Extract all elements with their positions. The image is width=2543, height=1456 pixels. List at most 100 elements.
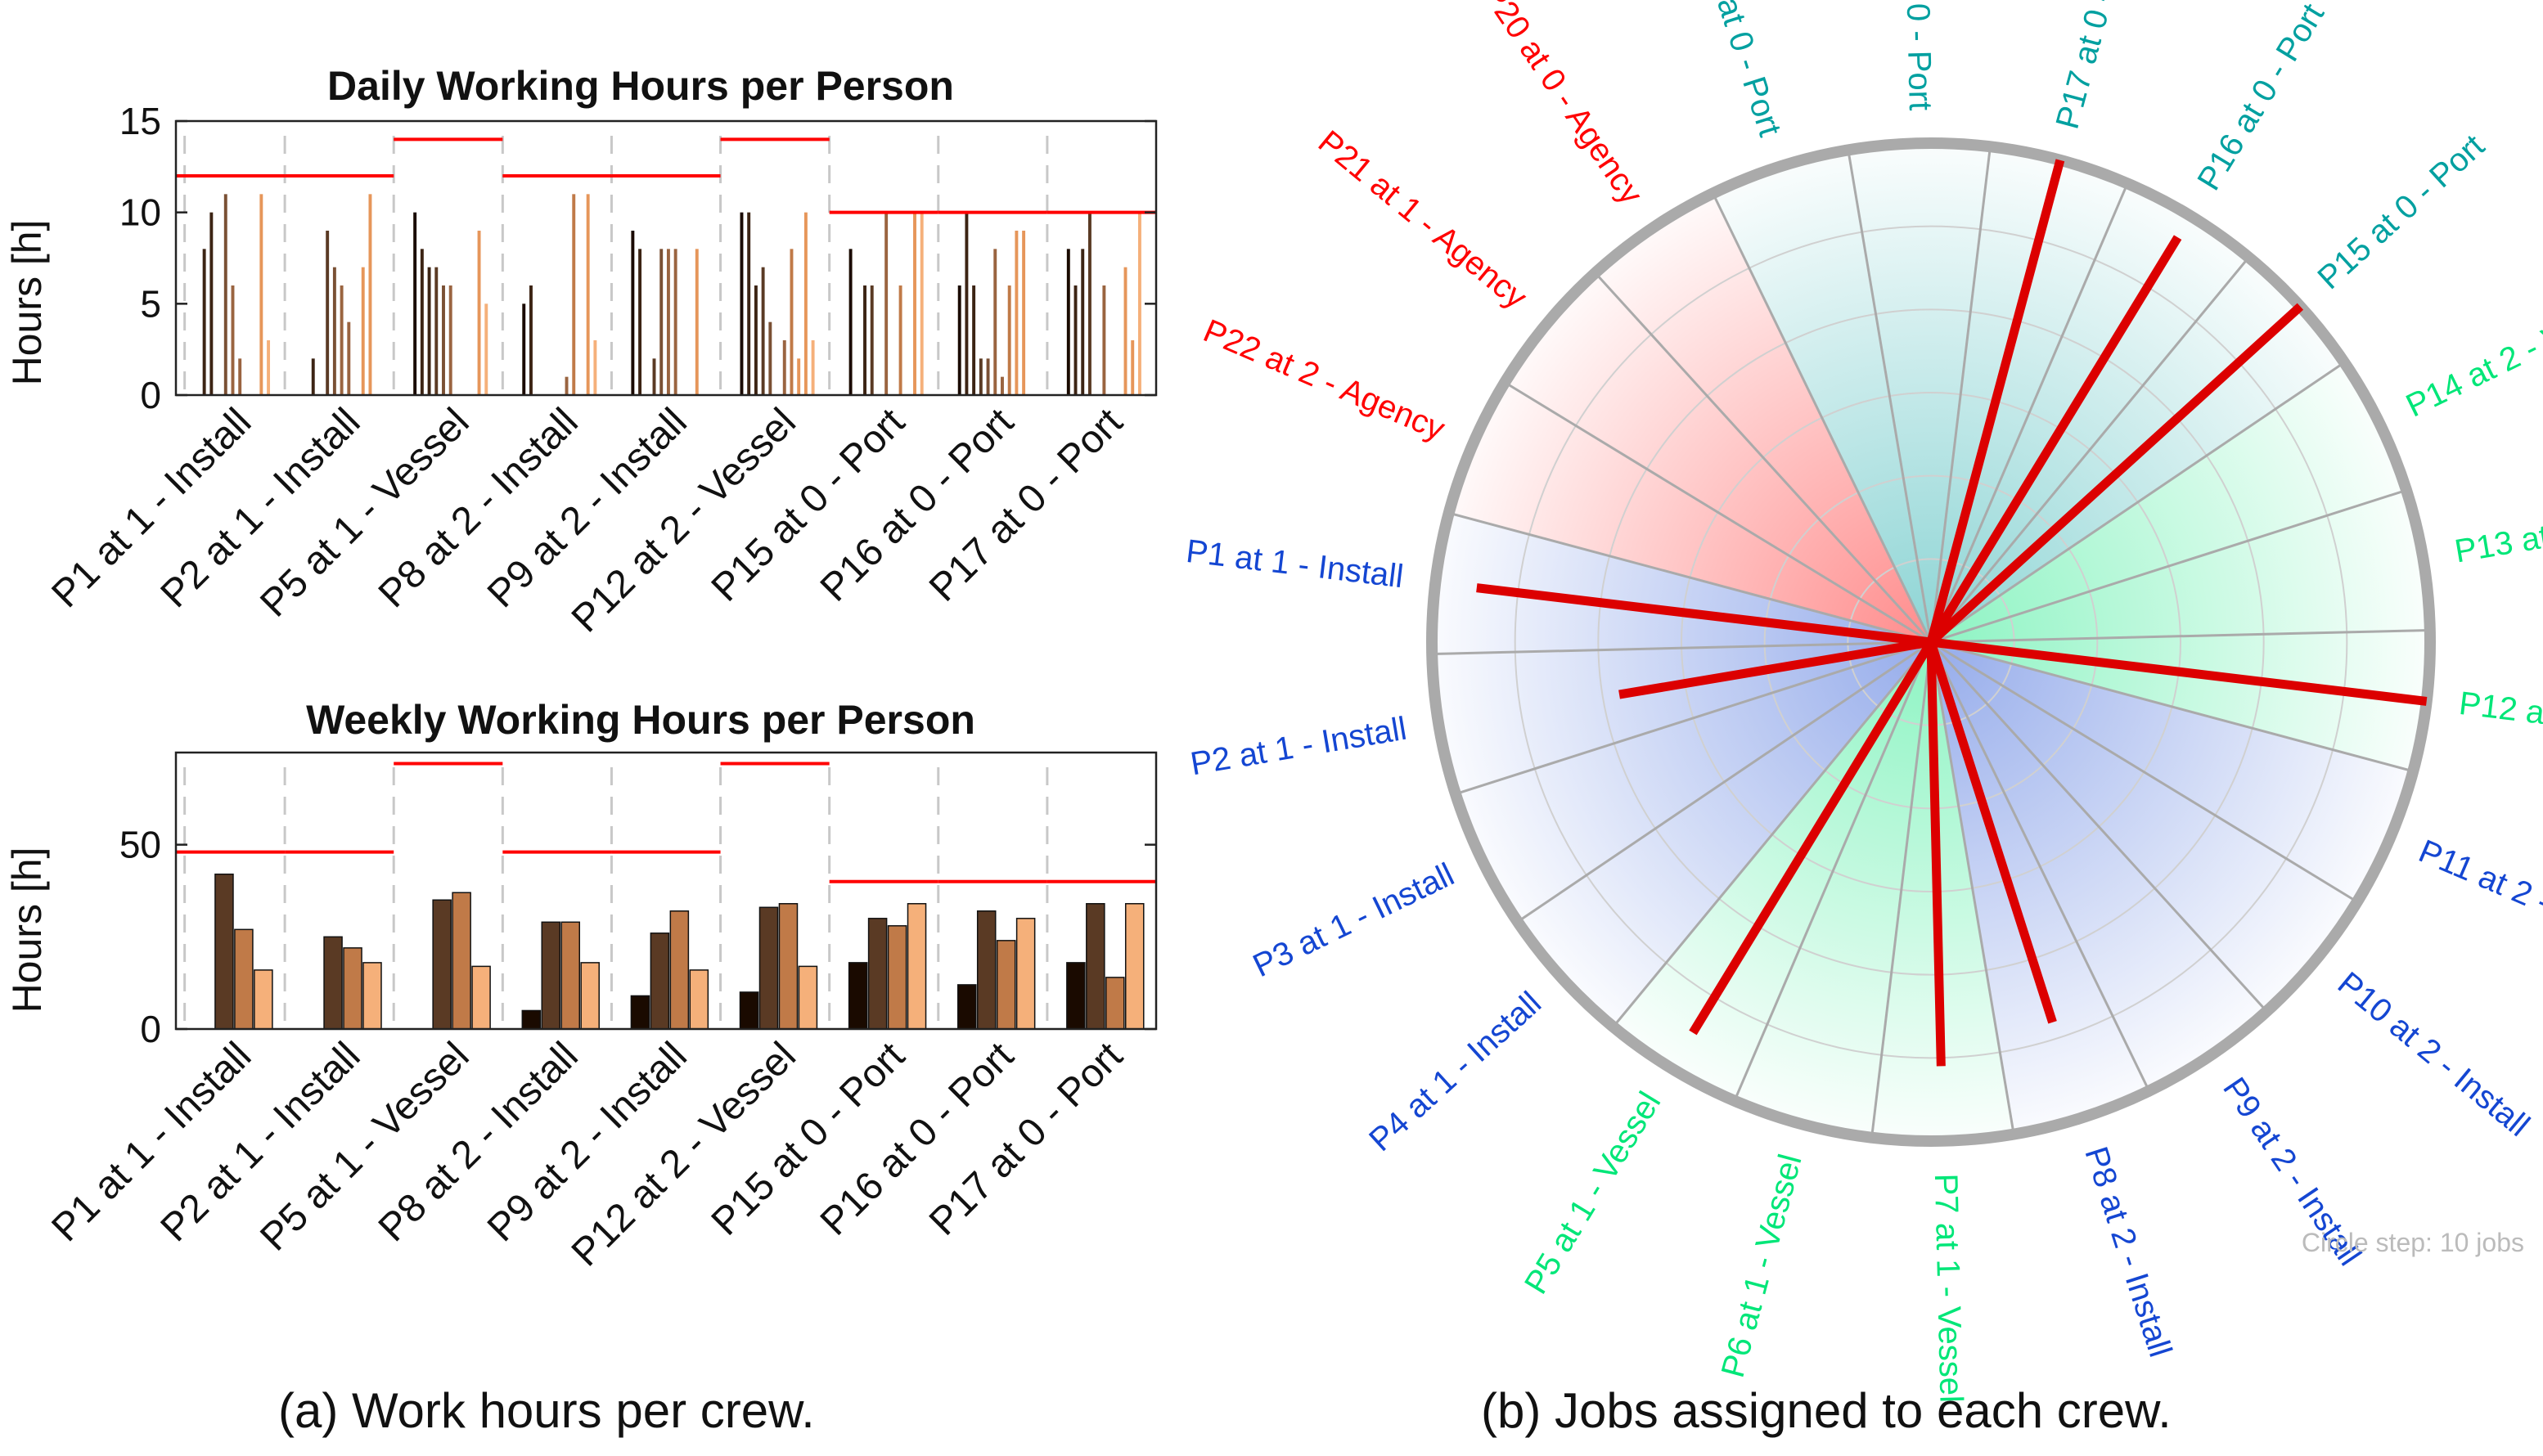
polar-radial [1929,182,2129,643]
y-tick-label: 0 [140,374,161,416]
job-spoke [1618,637,1932,699]
weekly-hours-chart: Weekly Working Hours per Person Hours [h… [4,697,1158,1274]
crew-label: P21 at 1 - Agency [1312,124,1534,316]
job-spoke [1689,640,1935,1036]
crew-label: P1 at 1 - Install [1184,533,1405,595]
crew-sector [1931,490,2430,642]
job-spoke [1928,303,2304,646]
bar [1137,212,1141,395]
bar [1015,918,1036,1030]
crew-label: P5 at 1 - Vessel [1518,1085,1668,1300]
crew-label: P13 at 2 - Vessel [2452,493,2543,570]
polar-radial [1929,641,2015,1135]
bar [907,903,927,1030]
crew-label: P2 at 1 - Install [1188,711,1409,783]
bar [956,984,977,1030]
bar [979,358,983,395]
bar [652,358,656,395]
bar [259,194,263,395]
bar [448,285,452,395]
crew-sector [1931,630,2430,771]
polar-radial [1516,640,1932,923]
bar [452,892,471,1030]
polar-radial [1448,511,1932,644]
bar [669,910,690,1030]
polar-ring [1514,225,2348,1059]
bar [420,249,424,395]
bar [238,358,242,395]
bar [689,969,709,1030]
bar [848,962,868,1030]
polar-radial [1930,640,2414,773]
crew-label: P10 at 2 - Install [2331,965,2536,1144]
bar [1015,231,1019,395]
bar [870,285,874,395]
y-tick-label: 50 [119,824,161,866]
bar [1066,249,1070,395]
bar [361,267,365,395]
bar [202,249,206,395]
polar-radial [1929,146,1992,643]
polar-radial [1929,640,2268,1013]
crew-label: P15 at 0 - Port [2311,128,2491,296]
bar [666,249,670,395]
crew-label: P14 at 2 - Vessel [2401,284,2543,425]
bar [586,194,590,395]
bar [1022,231,1026,395]
bar [739,991,759,1030]
crew-sector [1713,150,1931,642]
bar [1105,977,1125,1030]
polar-radial [1929,641,2150,1092]
job-spoke [1930,637,2428,706]
bar [695,249,699,395]
polar-radial [1612,641,1933,1028]
job-spoke [1926,159,2065,644]
bar [522,303,526,395]
polar-radial [1455,640,1932,796]
polar-radial [1930,640,2358,903]
bar [471,965,491,1030]
crew-label: P7 at 1 - Vessel [1928,1173,1969,1403]
caption-jobs-assigned: (b) Jobs assigned to each crew. [1481,1383,2172,1438]
bar [223,194,227,395]
bar [541,921,561,1030]
crew-sector [1931,642,2149,1135]
bar [972,285,976,395]
bar [884,212,889,395]
polar-radial [1870,641,1933,1138]
polar-radial [1930,628,2430,644]
bar [1081,249,1085,395]
bar [529,285,533,395]
bar [1087,212,1091,395]
bar [1066,962,1086,1030]
bar [362,962,382,1030]
crew-label: P6 at 1 - Vessel [1715,1151,1809,1382]
crew-sector [1455,642,1931,922]
bar [887,925,907,1030]
polar-ring [1597,308,2265,976]
bar [434,267,439,395]
bar [673,249,677,395]
x-tick-label: P8 at 2 - Install [371,1034,587,1250]
bar [758,906,779,1030]
crew-sector [1931,362,2407,642]
bar [1007,285,1011,395]
daily-plot-frame [174,119,1158,397]
polar-radial [1712,192,1933,643]
bar [650,932,670,1030]
bar [740,212,744,395]
bar [477,231,481,395]
bar [413,212,417,395]
x-tick-label: P15 at 0 - Port [704,400,913,609]
crew-label: P12 at 2 - Vessel [2457,685,2543,751]
crew-sector [1734,642,1931,1138]
x-tick-label: P9 at 2 - Install [479,1034,695,1250]
bar [340,285,344,395]
crew-sector [1931,642,2414,902]
crew-label: P16 at 0 - Port [2190,0,2331,196]
weekly-plot-frame [174,751,1158,1031]
x-tick-label: P1 at 1 - Install [43,400,259,616]
bar [638,249,642,395]
bar [593,340,597,395]
